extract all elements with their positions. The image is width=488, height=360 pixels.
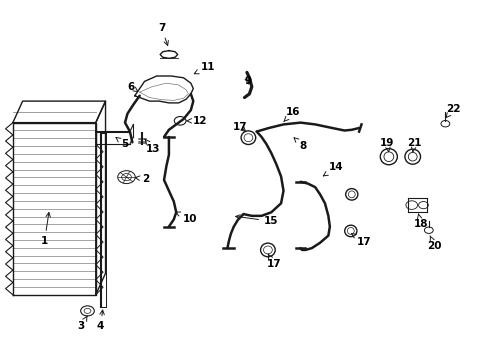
- Text: 22: 22: [445, 104, 460, 117]
- Text: 3: 3: [78, 316, 87, 331]
- Text: 11: 11: [194, 62, 215, 74]
- Text: 12: 12: [186, 116, 206, 126]
- Text: 13: 13: [144, 139, 160, 154]
- Text: 17: 17: [233, 122, 247, 132]
- Text: 16: 16: [283, 107, 300, 122]
- Text: 18: 18: [413, 214, 427, 229]
- Text: 4: 4: [97, 310, 104, 331]
- Text: 7: 7: [158, 23, 168, 45]
- Text: 14: 14: [323, 162, 343, 176]
- Text: 17: 17: [351, 234, 370, 247]
- Text: 19: 19: [379, 139, 394, 152]
- Text: 8: 8: [293, 138, 306, 151]
- Text: 2: 2: [135, 174, 149, 184]
- Text: 5: 5: [116, 138, 128, 149]
- Text: 17: 17: [266, 254, 281, 269]
- Text: 6: 6: [127, 82, 138, 92]
- Text: 10: 10: [176, 212, 197, 224]
- Text: 15: 15: [235, 215, 278, 226]
- Text: 9: 9: [244, 76, 251, 86]
- Text: 1: 1: [41, 212, 50, 246]
- Text: 21: 21: [406, 139, 421, 152]
- Text: 20: 20: [427, 236, 441, 251]
